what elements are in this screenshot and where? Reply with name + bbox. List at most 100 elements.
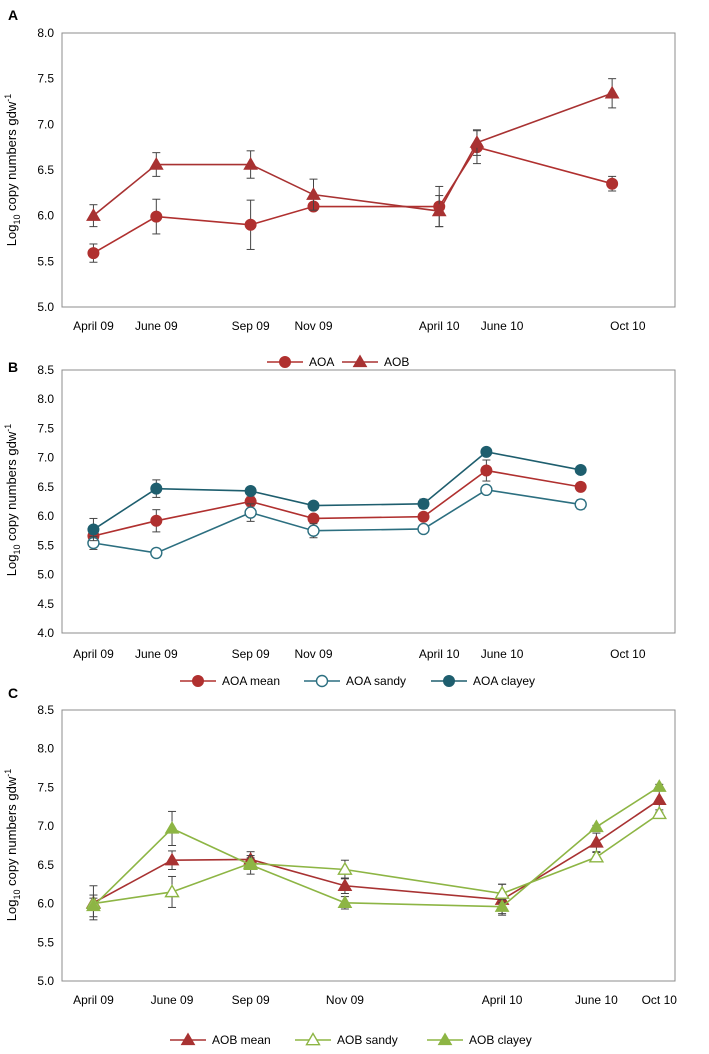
plot-area-a xyxy=(61,32,676,308)
plot-area-c xyxy=(61,709,676,982)
legend-entry-aoa-sandy: AOA sandy xyxy=(304,674,406,688)
legend-marker xyxy=(437,1032,453,1046)
series-aob-mean xyxy=(86,786,667,921)
x-tick-label: Sep 09 xyxy=(232,993,270,1007)
data-point xyxy=(307,512,320,525)
x-tick-label: June 09 xyxy=(151,993,194,1007)
data-point xyxy=(651,779,667,792)
legend-entry-aob-sandy: AOB sandy xyxy=(295,1032,398,1047)
series-line xyxy=(93,799,660,904)
y-axis-title-main: copy numbers gdw xyxy=(4,101,19,214)
data-point xyxy=(651,792,667,805)
y-tick-label: 7.5 xyxy=(37,421,54,435)
x-tick-label: Nov 09 xyxy=(294,647,332,661)
data-point xyxy=(307,499,320,512)
data-point xyxy=(86,208,101,221)
y-axis-title-a: Log10 copy numbers gdw-1 xyxy=(3,94,22,246)
y-axis-title-c: Log10 copy numbers gdw-1 xyxy=(3,769,22,921)
data-point xyxy=(574,498,587,511)
y-axis-title-main: copy numbers gdw xyxy=(4,431,19,544)
series-line xyxy=(93,488,581,554)
data-point xyxy=(87,523,100,536)
svg-text:Log10 copy numbers gdw-1: Log10 copy numbers gdw-1 xyxy=(3,94,22,246)
data-point xyxy=(306,187,321,200)
legend-label: AOB sandy xyxy=(337,1033,398,1047)
series-aoa xyxy=(87,130,619,263)
x-tick-label: June 10 xyxy=(481,319,524,333)
data-point xyxy=(651,805,667,820)
x-tick-label: Nov 09 xyxy=(326,993,364,1007)
series-aoa-clayey xyxy=(87,445,587,542)
y-axis-title-prefix: Log xyxy=(4,900,19,922)
y-tick-label: 6.5 xyxy=(37,480,54,494)
y-axis-title-prefix: Log xyxy=(4,555,19,577)
x-tick-label: June 10 xyxy=(575,993,618,1007)
legend-entry-aob-mean: AOB mean xyxy=(170,1032,271,1047)
y-tick-label: 5.5 xyxy=(37,935,54,949)
legend-marker xyxy=(352,354,368,368)
y-axis-title-subscript: 10 xyxy=(12,545,22,555)
x-tick-label: April 10 xyxy=(482,993,523,1007)
data-point xyxy=(244,506,257,519)
data-point xyxy=(148,157,164,170)
data-point xyxy=(337,895,353,908)
data-point xyxy=(337,861,353,875)
data-point xyxy=(589,819,604,833)
y-tick-label: 5.0 xyxy=(37,300,54,314)
y-axis-title-subscript: 10 xyxy=(12,215,22,225)
x-tick-label: June 09 xyxy=(135,647,178,661)
series-line xyxy=(93,813,660,905)
data-point xyxy=(417,510,430,523)
y-axis-title-subscript: 10 xyxy=(12,890,22,900)
data-point xyxy=(244,484,257,497)
x-tick-label: April 10 xyxy=(419,319,460,333)
x-tick-label: Sep 09 xyxy=(232,647,270,661)
y-tick-label: 5.5 xyxy=(37,538,54,552)
series-aob-sandy xyxy=(85,805,667,910)
svg-text:Log10 copy numbers gdw-1: Log10 copy numbers gdw-1 xyxy=(3,769,22,921)
data-point xyxy=(588,849,605,863)
y-tick-label: 5.0 xyxy=(37,974,54,988)
x-tick-label: Sep 09 xyxy=(232,319,270,333)
legend-entry-aob: AOB xyxy=(342,354,409,369)
x-tick-label: April 09 xyxy=(73,319,114,333)
legend-label: AOA clayey xyxy=(473,674,535,688)
y-axis-title-main: copy numbers gdw xyxy=(4,776,19,889)
y-axis-title-superscript: -1 xyxy=(3,424,13,432)
x-tick-label: Oct 10 xyxy=(610,319,646,333)
series-aob-clayey xyxy=(86,779,667,918)
legend-label: AOB clayey xyxy=(469,1033,532,1047)
y-tick-label: 4.0 xyxy=(37,626,54,640)
data-point xyxy=(417,522,430,536)
y-tick-label: 6.0 xyxy=(37,509,54,523)
data-point xyxy=(164,884,180,898)
y-tick-label: 5.5 xyxy=(37,254,54,268)
data-point xyxy=(244,218,257,231)
panel-letter-b: B xyxy=(8,359,18,375)
data-point xyxy=(87,247,100,260)
data-point xyxy=(417,497,430,510)
plot-area-b xyxy=(61,369,676,634)
data-point xyxy=(243,857,258,871)
y-tick-label: 7.0 xyxy=(37,117,54,131)
legend-marker xyxy=(315,674,329,688)
panel-letter-c: C xyxy=(8,685,18,701)
series-line xyxy=(93,469,581,537)
y-tick-label: 6.0 xyxy=(37,897,54,911)
data-point xyxy=(164,820,180,834)
legend-entry-aoa-mean: AOA mean xyxy=(180,674,280,688)
legend-label: AOA xyxy=(309,355,334,369)
data-point xyxy=(164,852,180,866)
y-tick-label: 8.0 xyxy=(37,26,54,40)
legend-marker xyxy=(443,675,455,687)
x-tick-label: April 09 xyxy=(73,993,114,1007)
data-point xyxy=(480,445,493,458)
x-tick-label: June 09 xyxy=(135,319,178,333)
data-point xyxy=(494,899,510,912)
data-point xyxy=(431,203,447,217)
legend-label: AOA sandy xyxy=(346,674,406,688)
data-point xyxy=(86,898,101,912)
panel-letter-a: A xyxy=(8,7,18,23)
series-line xyxy=(92,92,613,217)
x-tick-label: Oct 10 xyxy=(642,993,678,1007)
